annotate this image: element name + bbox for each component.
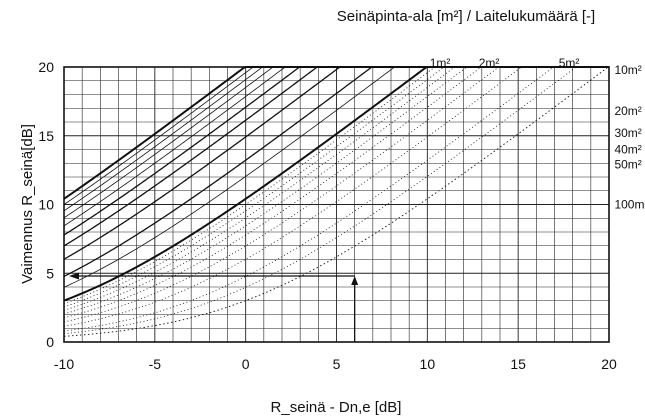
curve-label: 30m²	[614, 126, 641, 140]
y-tick-label: 20	[38, 59, 54, 75]
curve-label: 50m²	[614, 158, 641, 172]
curve-label: 100m²	[614, 198, 645, 212]
x-tick-label: 0	[242, 356, 250, 372]
curve-label: 40m²	[614, 143, 641, 157]
annotation	[69, 272, 359, 342]
chart-title: Seinäpinta-ala [m²] / Laitelukumäärä [-]	[337, 8, 595, 25]
curve-label: 20m²	[614, 104, 641, 118]
curve-label: 10m²	[614, 63, 641, 77]
x-tick-labels: -10 -5 0 5 10 15 20	[54, 356, 617, 372]
x-tick-label: 20	[601, 356, 617, 372]
y-tick-label: 10	[38, 197, 54, 213]
x-tick-label: 15	[510, 356, 526, 372]
x-tick-label: -10	[54, 356, 74, 372]
annotation-arrowhead-left	[69, 272, 79, 280]
x-tick-label: 10	[420, 356, 436, 372]
curve-label: 5m²	[559, 56, 580, 70]
y-axis-title: Vaimennus R_seinä[dB]	[19, 124, 36, 284]
y-tick-label: 15	[38, 128, 54, 144]
grid	[64, 67, 609, 342]
y-tick-label: 5	[46, 265, 54, 281]
series-line	[63, 66, 609, 323]
curve-label: 1m²	[430, 56, 451, 70]
x-tick-label: 5	[333, 356, 341, 372]
annotation-arrowhead-up	[351, 276, 359, 285]
y-tick-labels: 0 5 10 15 20	[38, 59, 54, 350]
curve-label: 2m²	[479, 56, 500, 70]
y-tick-label: 0	[46, 334, 54, 350]
x-tick-label: -5	[149, 356, 162, 372]
series-line	[63, 66, 609, 305]
plot-frame	[63, 66, 610, 343]
x-axis-title: R_seinä - Dn,e [dB]	[271, 399, 402, 416]
